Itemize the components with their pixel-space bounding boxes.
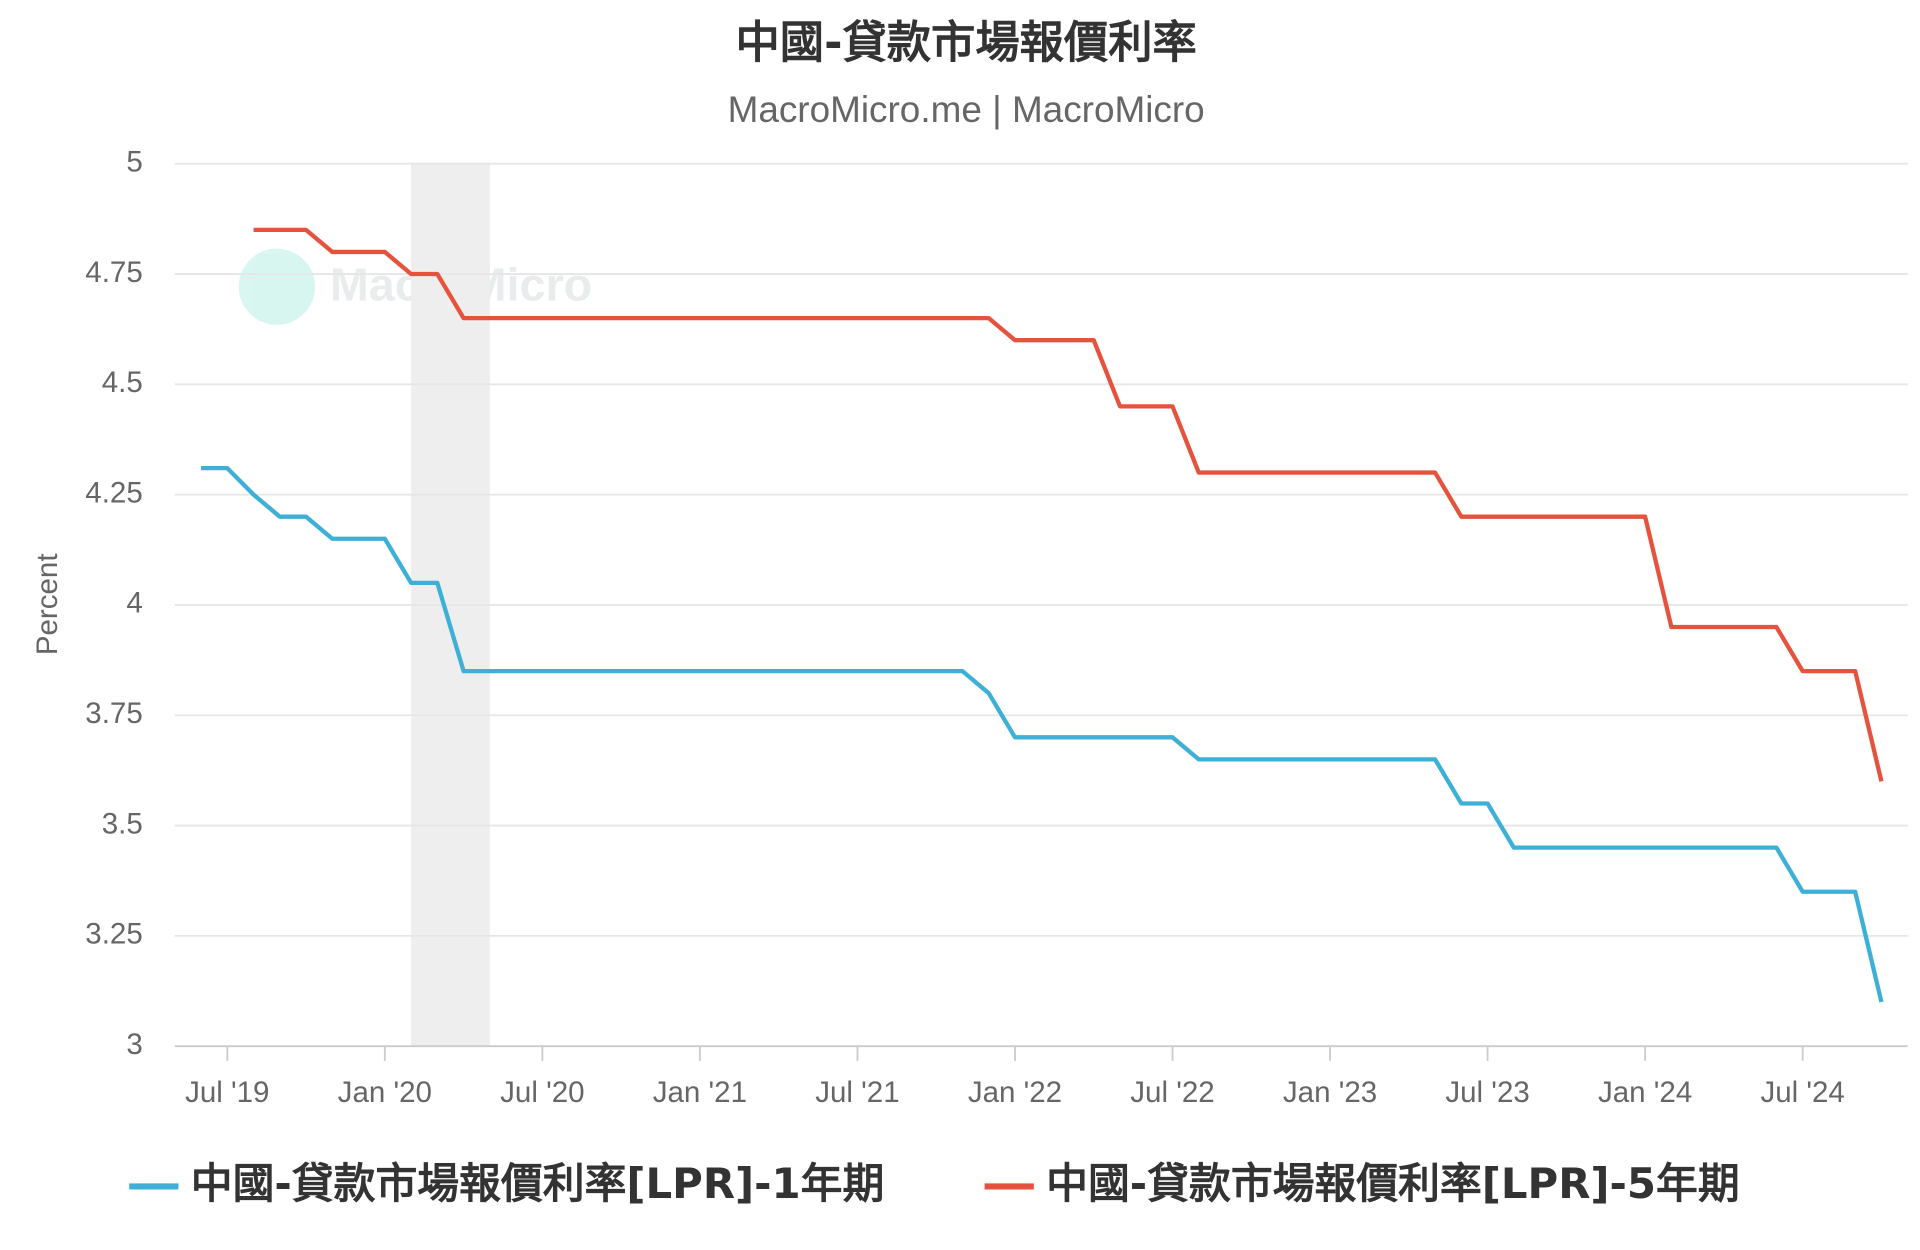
legend-item: 中國-貸款市場報價利率[LPR]-5年期	[984, 1159, 1740, 1208]
x-tick-label: Jan '22	[968, 1076, 1062, 1109]
y-tick-label: 3.25	[85, 918, 142, 951]
y-tick-label: 3	[126, 1028, 142, 1061]
legend-item: 中國-貸款市場報價利率[LPR]-1年期	[129, 1159, 884, 1208]
y-tick-label: 4.5	[102, 366, 143, 399]
y-tick-label: 4.25	[85, 476, 142, 509]
x-tick-label: Jul '24	[1760, 1076, 1844, 1109]
chart-title: 中國-貸款市場報價利率	[735, 18, 1196, 69]
x-tick-label: Jan '21	[653, 1076, 747, 1109]
x-tick-label: Jul '19	[185, 1076, 269, 1109]
series-line	[253, 227, 1884, 782]
legend-label: 中國-貸款市場報價利率[LPR]-1年期	[191, 1159, 885, 1208]
y-tick-label: 5	[126, 146, 142, 179]
y-tick-label: 4	[126, 587, 142, 620]
x-tick-label: Jan '23	[1283, 1076, 1377, 1109]
x-tick-label: Jul '22	[1130, 1076, 1214, 1109]
x-tick-label: Jul '23	[1445, 1076, 1529, 1109]
y-tick-label: 4.75	[85, 256, 142, 289]
x-tick-label: Jan '20	[338, 1076, 432, 1109]
legend-label: 中國-貸款市場報價利率[LPR]-5年期	[1046, 1159, 1740, 1208]
y-tick-label: 3.5	[102, 807, 143, 840]
y-axis-label: Percent	[31, 553, 64, 655]
x-tick-label: Jul '21	[815, 1076, 899, 1109]
x-tick-label: Jul '20	[500, 1076, 584, 1109]
x-tick-label: Jan '24	[1598, 1076, 1692, 1109]
series-line	[201, 466, 1884, 1003]
watermark-logo	[238, 248, 316, 325]
y-tick-label: 3.75	[85, 697, 142, 730]
chart-subtitle: MacroMicro.me | MacroMicro	[728, 89, 1205, 130]
